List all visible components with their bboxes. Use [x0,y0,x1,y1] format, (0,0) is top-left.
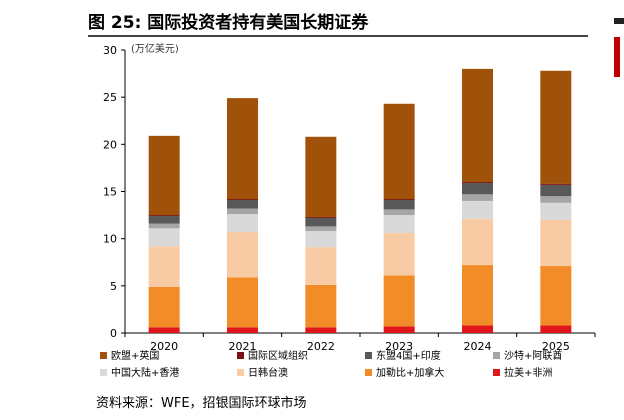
x-tick-label: 2025 [542,340,570,353]
bar-segment [383,233,415,276]
legend-label: 拉美+非洲 [504,366,552,379]
y-axis: 0 5 10 15 20 25 30 [103,44,126,340]
bar-segment [227,98,258,200]
legend-swatch [493,352,500,359]
bar-segment [540,266,572,326]
x-tick-label: 2024 [464,340,492,353]
bar-segment [227,199,258,209]
bar-segment [305,284,337,328]
y-tick-label: 5 [110,280,117,293]
bar-segment [540,183,572,185]
bar-segment [305,217,337,227]
bar-segment [305,231,337,248]
bar-segment [462,183,493,195]
bar-segment [227,327,258,333]
chart-title: 图 25: 国际投资者持有美国长期证券 [88,13,369,33]
y-tick-label: 10 [103,233,117,246]
bar-segment [148,327,180,333]
bar-segment [227,214,258,233]
y-tick-label: 25 [103,91,117,104]
bar-segment [462,218,493,266]
legend-swatch [365,369,372,376]
legend-label: 沙特+阿联酋 [504,349,562,362]
bar-segment [148,246,180,287]
bar-segment [148,215,180,217]
bar-segment [305,247,337,285]
bar-segment [462,182,493,184]
cropped-panel-edge [614,18,624,24]
bar-segment [227,199,258,200]
bar-segment [305,327,337,333]
bar-segment [540,219,572,267]
y-unit-label: (万亿美元) [131,42,179,55]
legend-swatch [237,352,244,359]
bar-segment [462,325,493,333]
bar-segment [227,277,258,328]
source-note: 资料来源：WFE，招银国际环球市场 [96,396,307,411]
bar-segment [148,216,180,224]
bar-segment [462,68,493,183]
legend-label: 加勒比+加拿大 [376,366,444,379]
y-tick-label: 20 [103,138,117,151]
bar-segment [540,325,572,333]
bar-segment [383,199,415,210]
legend-swatch [100,369,107,376]
bar-segment [462,194,493,201]
y-tick-label: 15 [103,186,117,199]
legend-label: 东盟4国+印度 [376,349,441,362]
x-tick-label: 2023 [385,340,413,353]
cropped-panel-accent [614,37,620,77]
bar-segment [383,215,415,234]
bar-segment [383,103,415,200]
legend-swatch [100,352,107,359]
legend-swatch [237,369,244,376]
bar-segment [148,135,180,216]
bar-segment [383,275,415,327]
legend-label: 欧盟+英国 [111,349,159,362]
bar-segment [148,223,180,229]
bar-segment [148,286,180,328]
bar-segment [305,136,337,217]
bar-segment [540,70,572,184]
x-tick-label: 2021 [229,340,257,353]
bars [148,68,572,333]
bar-segment [227,232,258,278]
x-axis: 2020 2021 2022 2023 2024 2025 [124,332,596,353]
bar-segment [462,265,493,326]
bar-segment [540,202,572,220]
x-tick-label: 2022 [307,340,335,353]
legend-swatch [365,352,372,359]
legend-label: 中国大陆+香港 [111,366,179,379]
bar-segment [227,208,258,215]
bar-segment [148,228,180,247]
bar-segment [462,200,493,219]
legend-label: 国际区域组织 [248,349,308,362]
y-tick-label: 0 [110,327,117,340]
y-tick-label: 30 [103,44,117,57]
legend-label: 日韩台澳 [248,366,288,379]
bar-segment [383,326,415,333]
x-tick-label: 2020 [150,340,178,353]
bar-segment [540,196,572,203]
legend-swatch [493,369,500,376]
bar-segment [383,209,415,216]
title-divider [88,35,588,37]
bar-segment [305,216,337,218]
bar-segment [305,226,337,232]
bar-segment [540,184,572,197]
bar-segment [383,199,415,200]
